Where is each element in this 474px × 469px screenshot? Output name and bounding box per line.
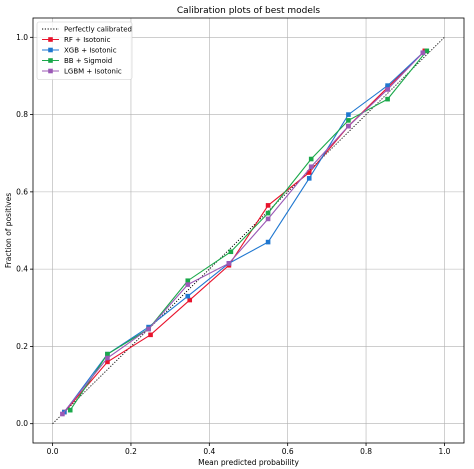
data-point — [105, 355, 110, 361]
y-tick-label: 0.6 — [16, 187, 28, 196]
data-point — [346, 118, 351, 123]
legend: Perfectly calibrated RF + Isotonic XGB + I… — [36, 21, 133, 80]
x-tick-label: 0.4 — [203, 447, 215, 456]
legend-box — [36, 21, 133, 80]
legend-item: RF + Isotonic — [42, 36, 111, 44]
legend-swatch-marker — [48, 47, 53, 53]
data-point — [226, 261, 232, 266]
series-line — [69, 50, 428, 411]
x-tick-label: 0.2 — [125, 447, 137, 456]
legend-item: LGBM + Isotonic — [42, 68, 122, 76]
data-point — [308, 164, 314, 170]
series-line — [61, 52, 424, 415]
legend-item: Perfectly calibrated — [42, 26, 132, 34]
data-point — [385, 96, 390, 102]
series-line — [63, 50, 426, 413]
series-lgbm-isotonic — [60, 50, 426, 417]
data-point — [424, 48, 430, 54]
legend-label: Perfectly calibrated — [64, 26, 132, 34]
y-tick-label: 0.4 — [16, 265, 28, 274]
data-point — [265, 216, 271, 222]
series-line — [63, 52, 424, 413]
series-bb-sigmoid — [67, 48, 430, 413]
legend-item: XGB + Isotonic — [42, 47, 117, 55]
data-point — [346, 123, 351, 129]
data-point — [185, 282, 191, 287]
legend-swatch-marker — [48, 58, 53, 63]
x-tick-label: 0.0 — [47, 447, 59, 456]
legend-item: BB + Sigmoid — [42, 57, 112, 65]
legend-swatch-marker — [48, 68, 53, 74]
chart-title: Calibration plots of best models — [177, 6, 321, 16]
data-point — [385, 87, 390, 92]
data-point — [385, 83, 390, 88]
y-tick-label: 0.8 — [16, 110, 28, 119]
data-point — [265, 210, 271, 216]
data-point — [420, 50, 426, 56]
data-point — [265, 203, 271, 208]
data-point — [185, 293, 191, 299]
y-tick-label: 0.0 — [16, 419, 28, 428]
x-tick-label: 1.0 — [438, 447, 450, 456]
data-point — [187, 297, 193, 303]
legend-label: BB + Sigmoid — [64, 57, 112, 65]
data-point — [148, 332, 153, 338]
series-layer — [60, 48, 430, 417]
x-tick-label: 0.8 — [360, 447, 372, 456]
data-point — [60, 411, 65, 417]
data-point — [185, 278, 191, 284]
data-point — [265, 239, 271, 245]
data-point — [306, 170, 312, 175]
y-tick-label: 1.0 — [16, 33, 28, 42]
data-point — [67, 407, 73, 413]
data-point — [105, 359, 110, 365]
data-point — [308, 156, 314, 162]
data-point — [346, 112, 351, 117]
legend-label: XGB + Isotonic — [64, 47, 117, 55]
legend-label: RF + Isotonic — [64, 36, 111, 44]
legend-label: LGBM + Isotonic — [64, 68, 122, 76]
plot-frame — [32, 17, 465, 444]
axis-ticks: 0.0 0.2 0.4 0.6 0.8 1.0 0.0 0.2 0.4 0.6 0.8 1.0 — [16, 33, 451, 456]
x-tick-label: 0.6 — [282, 447, 294, 456]
data-point — [228, 249, 234, 255]
data-point — [105, 351, 110, 357]
y-tick-label: 0.2 — [16, 342, 28, 351]
y-axis-label: Fraction of positives — [4, 193, 13, 268]
data-point — [306, 176, 312, 181]
x-axis-label: Mean predicted probability — [198, 458, 299, 467]
reference-line-layer — [52, 36, 445, 425]
data-point — [146, 326, 151, 332]
legend-swatch-marker — [48, 37, 53, 42]
perfectly-calibrated-line — [52, 36, 445, 425]
